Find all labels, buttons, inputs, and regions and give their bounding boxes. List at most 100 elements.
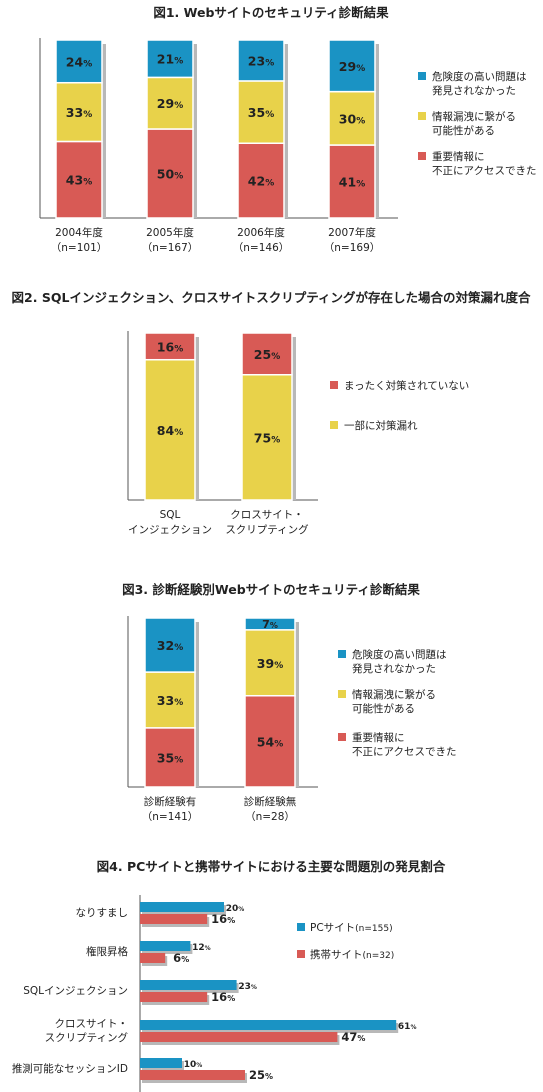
data-label: 35% (248, 105, 274, 120)
y-tick-label: スクリプティング (45, 1031, 129, 1044)
bar-segment-blue (237, 39, 285, 82)
chart-title: 図4. PCサイトと携帯サイトにおける主要な問題別の発見割合 (97, 859, 446, 874)
legend-label: 不正にアクセスできた (432, 165, 536, 177)
x-tick-label: スクリプティング (225, 523, 309, 536)
data-label: 24% (66, 54, 92, 69)
bar-segment-yellow (146, 76, 194, 130)
legend-swatch-red (338, 733, 346, 741)
data-label: 41% (339, 175, 365, 190)
x-tick-label: SQL (160, 509, 181, 521)
x-tick-label: クロスサイト・ (230, 509, 304, 521)
x-tick-label: （n=146） (233, 242, 290, 254)
x-tick-label: （n=101） (51, 242, 108, 254)
legend-swatch-yellow (418, 112, 426, 120)
data-label: 7% (262, 618, 278, 631)
data-label: 25% (249, 1068, 273, 1082)
x-tick-label: 2006年度 (237, 226, 285, 239)
bar-segment-yellow (244, 629, 296, 697)
chart-title: 図2. SQLインジェクション、クロスサイトスクリプティングが存在した場合の対策… (12, 290, 531, 305)
bar-red (140, 914, 208, 924)
legend-swatch-blue (338, 650, 346, 658)
y-tick-label: 推測可能なセッションID (12, 1062, 128, 1075)
bar-segment-red (55, 140, 103, 219)
legend-swatch-red (297, 950, 305, 958)
legend-label: 情報漏洩に繋がる (432, 110, 516, 123)
legend-swatch-yellow (338, 690, 346, 698)
legend-label: PCサイト(n=155) (310, 922, 393, 934)
x-tick-label: 2005年度 (146, 226, 194, 239)
x-tick-label: （n=28） (245, 811, 295, 823)
legend-label: 可能性がある (352, 702, 415, 715)
x-tick-label: （n=169） (324, 242, 381, 254)
bar-segment-red (328, 144, 376, 219)
bar-segment-blue (328, 39, 376, 93)
legend-label: 危険度の高い問題は (352, 648, 447, 661)
legend-swatch-blue (418, 72, 426, 80)
data-label: 23% (238, 982, 257, 992)
data-label: 30% (339, 111, 365, 126)
bar-segment-red (144, 727, 196, 788)
data-label: 47% (341, 1030, 365, 1044)
y-tick-label: SQLインジェクション (23, 985, 128, 997)
legend-label: 重要情報に (352, 731, 405, 744)
legend-swatch-red (418, 152, 426, 160)
legend-label: 情報漏洩に繋がる (352, 688, 436, 701)
bar-segment-yellow (328, 90, 376, 146)
legend-label: 可能性がある (432, 124, 495, 137)
bar-segment-red (146, 128, 194, 219)
bar-red (140, 1032, 338, 1042)
x-tick-label: インジェクション (128, 524, 212, 536)
data-label: 35% (157, 750, 183, 765)
data-label: 29% (157, 96, 183, 111)
chart-title: 図3. 診断経験別Webサイトのセキュリティ診断結果 (122, 582, 420, 597)
data-label: 20% (226, 904, 245, 914)
data-label: 61% (398, 1022, 417, 1032)
data-label: 84% (157, 423, 183, 438)
bar-red (140, 1070, 245, 1080)
data-label: 10% (184, 1060, 203, 1070)
bar-blue (140, 1058, 182, 1068)
data-label: 12% (192, 943, 211, 953)
legend-label: 不正にアクセスできた (352, 746, 456, 758)
data-label: 43% (66, 173, 92, 188)
legend-swatch-red (330, 381, 338, 389)
data-label: 16% (157, 339, 183, 354)
bar-segment-blue (244, 617, 296, 631)
bar-blue (140, 1020, 397, 1030)
x-tick-label: 診断経験有 (144, 795, 197, 808)
legend-label: 重要情報に (432, 150, 485, 163)
data-label: 50% (157, 167, 183, 182)
x-tick-label: 診断経験無 (244, 795, 297, 808)
y-tick-label: 権限昇格 (86, 945, 128, 958)
legend-label: 発見されなかった (432, 84, 516, 97)
data-label: 42% (248, 174, 274, 189)
bar-segment-red (237, 142, 285, 219)
data-label: 33% (157, 693, 183, 708)
bar-blue (140, 902, 224, 912)
bar-segment-yellow (237, 80, 285, 144)
data-label: 25% (254, 347, 280, 362)
y-tick-label: なりすまし (76, 907, 129, 919)
data-label: 54% (257, 734, 283, 749)
data-label: 29% (339, 59, 365, 74)
bar-blue (140, 980, 237, 990)
legend-label: 発見されなかった (352, 662, 436, 675)
data-label: 32% (157, 638, 183, 653)
bar-segment-yellow (241, 374, 293, 501)
data-label: 23% (248, 53, 274, 68)
legend-swatch-blue (297, 923, 305, 931)
data-label: 16% (211, 912, 235, 926)
data-label: 33% (66, 105, 92, 120)
bar-segment-yellow (144, 358, 196, 501)
bar-segment-blue (144, 617, 196, 673)
data-label: 21% (157, 52, 183, 67)
legend-label: まったく対策されていない (344, 379, 469, 392)
legend-label: 携帯サイト(n=32) (310, 948, 394, 961)
x-tick-label: 2004年度 (55, 226, 103, 239)
bar-segment-yellow (55, 81, 103, 143)
legend-swatch-yellow (330, 421, 338, 429)
bar-red (140, 992, 208, 1002)
bar-segment-red (244, 694, 296, 788)
x-tick-label: （n=167） (142, 242, 199, 254)
